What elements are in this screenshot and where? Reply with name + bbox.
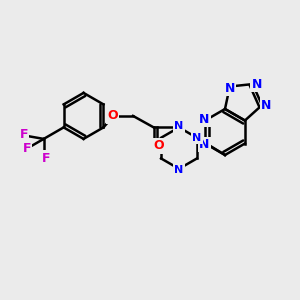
Text: N: N xyxy=(251,78,262,91)
Text: N: N xyxy=(199,113,209,126)
Text: N: N xyxy=(199,138,209,151)
Text: N: N xyxy=(261,99,271,112)
Text: O: O xyxy=(153,140,164,152)
Text: N: N xyxy=(225,82,235,95)
Text: N: N xyxy=(174,165,184,175)
Text: O: O xyxy=(107,110,118,122)
Text: N: N xyxy=(174,122,184,131)
Text: F: F xyxy=(41,152,50,165)
Text: F: F xyxy=(22,142,31,155)
Text: F: F xyxy=(20,128,28,141)
Text: N: N xyxy=(192,133,202,143)
